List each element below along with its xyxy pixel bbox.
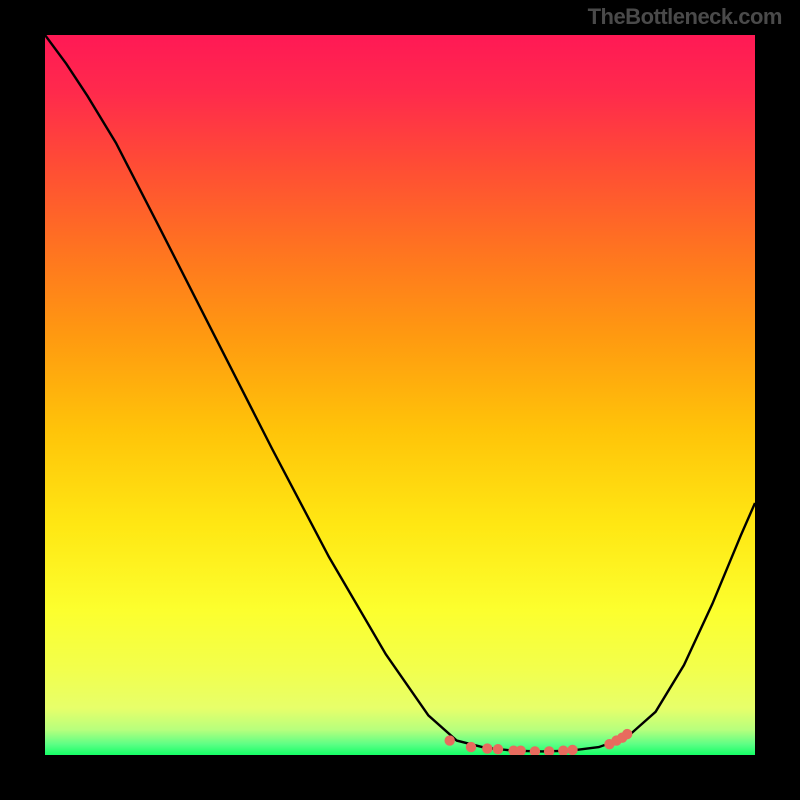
marker-dot xyxy=(530,746,540,755)
bottleneck-curve-svg xyxy=(45,35,755,755)
chart-frame: TheBottleneck.com xyxy=(0,0,800,800)
marker-dot xyxy=(622,729,632,739)
bottleneck-curve xyxy=(45,35,755,751)
marker-dot xyxy=(482,743,492,753)
optimal-range-markers xyxy=(445,729,633,755)
plot-area xyxy=(45,35,755,755)
attribution-label: TheBottleneck.com xyxy=(588,4,782,30)
marker-dot xyxy=(567,745,577,755)
marker-dot xyxy=(445,735,455,745)
marker-dot xyxy=(558,745,568,755)
marker-dot xyxy=(493,744,503,754)
marker-dot xyxy=(544,746,554,755)
marker-dot xyxy=(466,742,476,752)
